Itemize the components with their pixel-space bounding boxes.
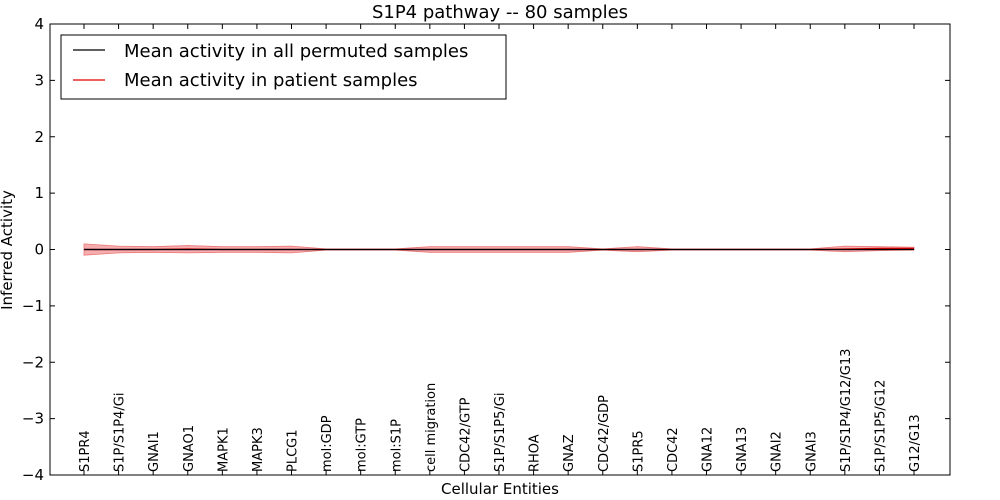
x-tick-label: S1PR4: [78, 430, 93, 472]
series-lines: [84, 247, 914, 251]
x-tick-label: CDC42/GDP: [597, 395, 612, 472]
x-tick-label: mol:S1P: [389, 419, 404, 472]
x-tick-label: mol:GTP: [355, 418, 370, 472]
x-axis-title: Cellular Entities: [441, 480, 559, 498]
legend-box: [60, 34, 507, 100]
x-tick-label: GNA12: [701, 427, 716, 472]
x-tick-label: S1P/S1P4/Gi: [113, 393, 128, 472]
y-tick-label: −1: [22, 297, 44, 315]
y-axis-title: Inferred Activity: [0, 190, 16, 310]
x-axis: S1PR4 S1P/S1P4/Gi GNAI1 GNAO1 MAPK1 MAPK3 PLCG…: [78, 24, 923, 475]
chart-title: S1P4 pathway -- 80 samples: [372, 2, 628, 23]
y-tick-label: −4: [22, 466, 44, 484]
legend-label-patient: Mean activity in patient samples: [124, 70, 418, 91]
legend: Mean activity in all permuted samples Me…: [60, 34, 507, 100]
x-tick-label: RHOA: [528, 434, 543, 472]
x-tick-label: CDC42/GTP: [458, 397, 473, 472]
y-tick-label: −2: [22, 353, 44, 371]
y-tick-label: 1: [34, 184, 44, 202]
x-tick-label: cell migration: [424, 383, 439, 472]
x-tick-label: S1P/S1P5/Gi: [493, 393, 508, 472]
y-tick-label: 0: [34, 241, 44, 259]
x-tick-label: S1P/S1P5/G12: [873, 380, 888, 472]
x-tick-label: GNAO1: [182, 425, 197, 472]
x-tick-label: GNA13: [735, 427, 750, 472]
x-tick-label: G12/G13: [908, 414, 923, 472]
y-tick-label: 2: [34, 128, 44, 146]
y-tick-label: −3: [22, 410, 44, 428]
x-tick-label: CDC42: [666, 427, 681, 472]
legend-label-permuted: Mean activity in all permuted samples: [124, 41, 468, 62]
x-tick-label: PLCG1: [286, 429, 301, 472]
x-tick-label: GNAI3: [804, 431, 819, 472]
y-axis: −4 −3 −2 −1 0 1 2 3 4: [22, 15, 950, 484]
x-tick-label: MAPK3: [251, 427, 266, 472]
x-tick-label: GNAI2: [770, 431, 785, 472]
y-tick-label: 3: [34, 71, 44, 89]
x-tick-label: MAPK1: [216, 427, 231, 472]
x-tick-label: mol:GDP: [320, 415, 335, 472]
x-tick-label: S1PR5: [631, 430, 646, 472]
y-tick-label: 4: [34, 15, 44, 33]
x-tick-label: S1P/S1P4/G12/G13: [839, 349, 854, 472]
x-tick-label: GNAZ: [562, 434, 577, 472]
x-tick-label: GNAI1: [147, 431, 162, 472]
